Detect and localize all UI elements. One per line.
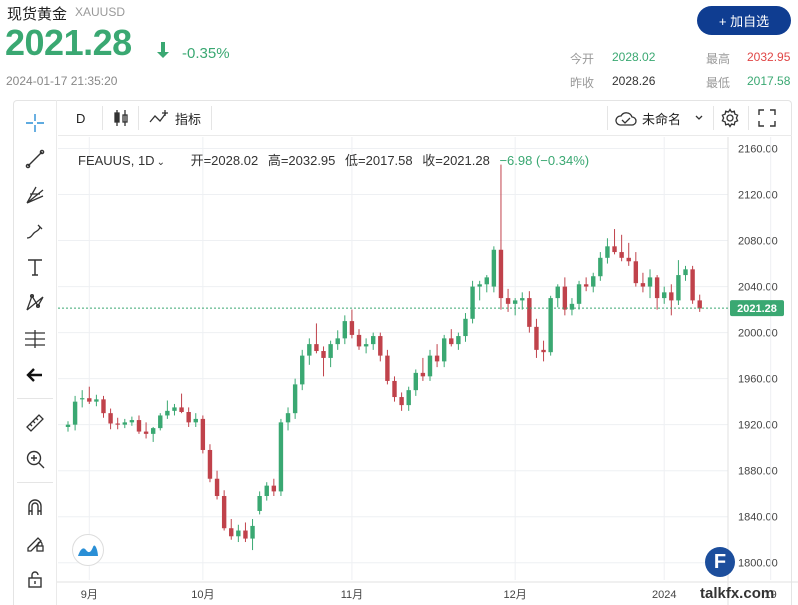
chart-frame — [13, 100, 792, 605]
toolbar-divider — [607, 106, 608, 130]
add-watchlist-button[interactable]: + 加自选 — [697, 6, 791, 35]
watermark-logo-icon: F — [705, 547, 735, 577]
back-arrow-icon[interactable] — [20, 360, 50, 390]
ruler-icon[interactable] — [20, 408, 50, 438]
chevron-down-icon[interactable] — [694, 100, 704, 136]
watermark-text: talkfx.com — [700, 585, 775, 602]
quote-header: 现货黄金 XAUUSD 2021.28 -0.35% 2024-01-17 21… — [0, 0, 798, 98]
prev-close-value: 2028.26 — [612, 74, 656, 88]
ohlc-legend: FEAUUS, 1D ⌄ 开=2028.02 高=2032.95 低=2017.5… — [78, 150, 589, 169]
toolbar-divider — [713, 106, 714, 130]
fullscreen-icon[interactable] — [758, 100, 776, 136]
open-value: 2028.02 — [612, 50, 656, 64]
down-arrow-icon — [156, 41, 170, 63]
toolbar-divider — [17, 398, 53, 399]
crosshair-icon[interactable] — [20, 108, 50, 138]
layout-name[interactable]: 未命名 — [642, 111, 682, 127]
drawing-toolbar — [13, 100, 57, 605]
text-tool-icon[interactable] — [20, 252, 50, 282]
interval-selector[interactable]: D — [76, 110, 86, 126]
legend-change: −6.98 (−0.34%) — [499, 153, 590, 168]
indicators-icon[interactable] — [148, 100, 172, 136]
open-label: 今开 — [570, 52, 595, 66]
last-price: 2021.28 — [5, 22, 132, 63]
toolbar-divider — [138, 106, 139, 130]
toolbar-divider — [211, 106, 212, 130]
prev-close-label: 昨收 — [570, 76, 595, 90]
lock-pencil-icon[interactable] — [20, 528, 50, 558]
chart-toolbar: D 指标 未命名 — [58, 100, 792, 136]
pattern-icon[interactable] — [20, 288, 50, 318]
toolbar-divider — [102, 106, 103, 130]
chart-logo-icon[interactable] — [72, 534, 104, 566]
low-value: 2017.58 — [747, 74, 791, 88]
instrument-symbol: XAUUSD — [75, 5, 126, 19]
legend-symbol[interactable]: FEAUUS, 1D — [78, 153, 155, 168]
brush-icon[interactable] — [20, 216, 50, 246]
legend-close: 收=2021.28 — [422, 153, 490, 168]
legend-chevron-icon[interactable]: ⌄ — [156, 157, 165, 168]
zoom-in-icon[interactable] — [20, 444, 50, 474]
settings-gear-icon[interactable] — [720, 100, 740, 136]
legend-high: 高=2032.95 — [267, 153, 336, 168]
toolbar-divider — [748, 106, 749, 130]
trend-line-icon[interactable] — [20, 144, 50, 174]
instrument-name: 现货黄金 — [7, 6, 68, 23]
low-label: 最低 — [706, 76, 731, 90]
fib-fan-icon[interactable] — [20, 180, 50, 210]
candle-type-icon[interactable] — [113, 100, 129, 136]
cloud-icon[interactable] — [614, 100, 638, 136]
legend-low: 低=2017.58 — [345, 153, 413, 168]
indicators-button[interactable]: 指标 — [175, 111, 202, 127]
high-label: 最高 — [706, 52, 731, 66]
change-percent: -0.35% — [182, 45, 230, 62]
magnet-icon[interactable] — [20, 492, 50, 522]
legend-open: 开=2028.02 — [190, 153, 259, 168]
lock-icon[interactable] — [20, 564, 50, 594]
quote-timestamp: 2024-01-17 21:35:20 — [6, 74, 118, 88]
measure-range-icon[interactable] — [20, 324, 50, 354]
toolbar-divider — [17, 482, 53, 483]
high-value: 2032.95 — [747, 50, 791, 64]
